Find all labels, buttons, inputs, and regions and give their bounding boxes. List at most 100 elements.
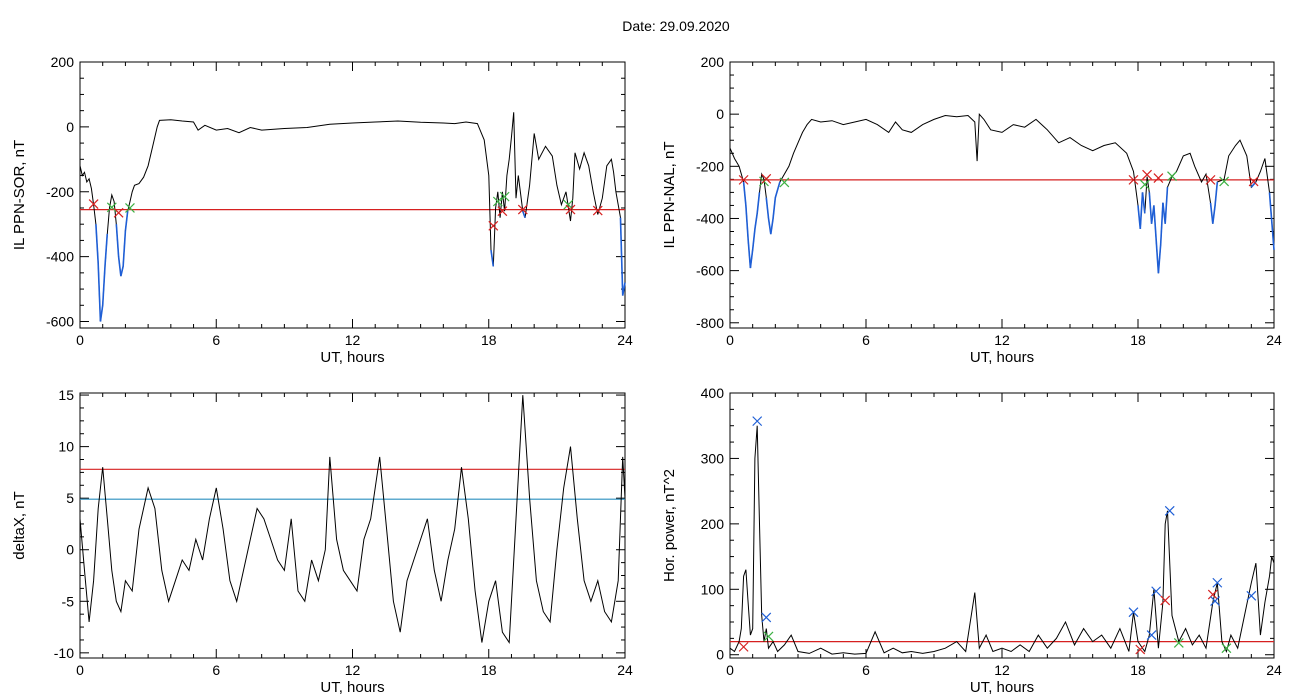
series-below-threshold-segment [765,197,770,219]
series-below-threshold-segment [124,211,129,231]
y-tick-label: -200 [696,158,724,174]
plot-frame [79,392,626,659]
series-below-threshold-segment [774,181,781,198]
plot-frame [79,61,626,329]
x-marker-stroke [492,196,503,207]
x-marker-stroke [517,204,528,215]
y-tick-label: 10 [58,439,74,455]
x-marker-stroke [738,641,749,652]
series-below-threshold-segment [749,249,754,269]
x-marker-stroke [1205,174,1216,185]
x-marker-green [125,203,135,213]
x-marker-green [1139,179,1150,190]
x-marker-red [1205,174,1216,185]
x-marker-stroke [1221,643,1232,654]
x-marker-red [1153,173,1164,183]
series-below-threshold-segment [1209,202,1214,224]
series-below-threshold-segment [756,192,761,214]
series-line-p4 [729,425,1275,655]
x-tick-label: 24 [617,662,633,678]
series-below-threshold-segment [95,224,99,264]
x-tick-label: 0 [726,332,734,348]
x-tick-label: 12 [994,332,1010,348]
x-axis-label: UT, hours [970,679,1034,696]
y-tick-label: 200 [51,54,75,70]
series-below-threshold-segment [1139,192,1144,229]
x-marker-stroke [763,631,774,642]
x-marker-red [738,641,749,652]
x-tick-label: 24 [1266,332,1282,348]
x-marker-stroke [1151,586,1162,597]
x-marker-red [738,174,749,185]
x-marker-stroke [1210,596,1220,606]
chart-panel-p2: 0 6 12 18 24 -800 -600 -400 -200 0 200 UT, hours IL … [661,54,1282,366]
x-tick-label: 12 [345,332,361,348]
series-below-threshold-segment [1153,205,1157,240]
x-marker-stroke [1128,174,1139,185]
y-axis-label: IL PPN-SOR, nT [11,140,28,250]
y-tick-label: 100 [701,581,725,597]
x-marker-green [563,199,574,210]
x-marker-green [1219,176,1230,187]
x-marker-stroke [592,205,603,216]
x-marker-stroke [106,202,117,213]
x-marker-stroke [1164,505,1175,516]
series-below-threshold-segment [742,181,747,206]
series-below-threshold-segment [101,266,106,306]
series-below-threshold-segment [1268,192,1275,250]
series-below-threshold-segment [745,205,749,240]
series-below-threshold-segment [751,228,756,250]
x-marker-green [1221,643,1232,654]
plot-frame [729,392,1275,659]
x-marker-stroke [1153,173,1164,183]
x-marker-green [1167,171,1177,182]
x-marker-red [761,173,772,184]
y-axis-label: Hor. power, nT^2 [661,469,678,582]
x-tick-label: 24 [1266,662,1282,678]
x-tick-label: 6 [212,332,220,348]
x-marker-stroke [761,612,772,623]
series-below-threshold-segment [1164,187,1169,224]
series-below-threshold-segment [747,239,752,269]
plot-frame [729,61,1275,329]
series-line-p1 [79,112,626,322]
y-tick-label: 0 [66,119,74,135]
x-marker-stroke [88,199,99,210]
x-marker-stroke [1248,176,1259,187]
series-line-p3 [79,395,626,645]
x-tick-label: 18 [1130,662,1146,678]
x-marker-red [1135,644,1146,655]
x-marker-red [1207,589,1218,600]
x-marker-stroke [738,174,749,185]
y-tick-label: 0 [66,542,74,558]
x-tick-label: 6 [212,662,220,678]
x-marker-blue [761,612,772,623]
series-below-threshold-segment [1155,239,1160,274]
x-marker-green [1173,638,1184,648]
y-axis-label: IL PPN-NAL, nT [661,142,678,249]
y-tick-label: -400 [46,249,74,265]
series-below-threshold-segment [490,250,495,267]
x-marker-stroke [1160,595,1171,606]
x-marker-stroke [1128,607,1139,618]
x-tick-label: 12 [345,662,361,678]
series-below-threshold-segment [1159,202,1164,245]
x-marker-stroke [1212,577,1223,588]
x-marker-blue [1128,607,1139,618]
y-tick-label: 200 [701,54,725,70]
series-below-threshold-segment [99,305,104,322]
x-marker-red [592,205,603,216]
series-below-threshold-segment [104,233,109,267]
figure-title: Date: 29.09.2020 [622,18,730,34]
x-tick-label: 18 [481,662,497,678]
x-marker-stroke [779,177,790,188]
series-below-threshold-segment [770,218,774,235]
y-tick-label: -400 [696,210,724,226]
x-axis-label: UT, hours [320,679,384,696]
y-tick-label: 200 [701,516,725,532]
x-marker-red [1128,174,1139,185]
chart-panel-p3: 0 6 12 18 24 -10 -5 0 5 10 15 UT, hours deltaX, nT [11,387,633,696]
x-marker-blue [752,416,763,427]
x-marker-stroke [1146,630,1157,641]
x-marker-red [1160,595,1171,606]
